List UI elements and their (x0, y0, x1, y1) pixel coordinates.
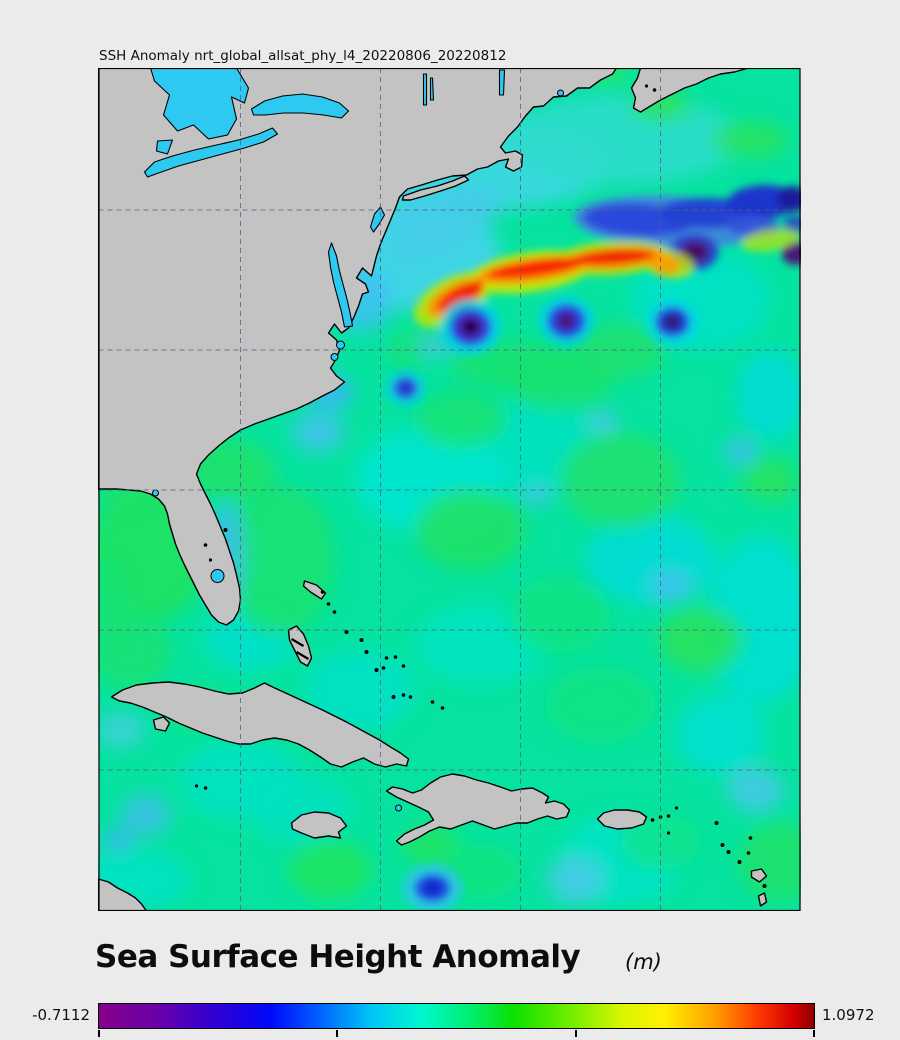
land-cuba (110, 681, 410, 768)
colorbar-tick (813, 1030, 815, 1037)
islet (364, 650, 369, 654)
chesapeake-bay (327, 242, 354, 328)
islet (408, 695, 413, 699)
islet (203, 786, 208, 790)
land-isle-of-youth (152, 716, 171, 732)
islet (650, 818, 655, 822)
lake-ontario (250, 93, 350, 119)
lake-champlain (498, 69, 506, 96)
islet (644, 84, 649, 88)
islet (440, 706, 445, 710)
plot-title: SSH Anomaly nrt_global_allsat_phy_l4_202… (99, 48, 507, 64)
islet (666, 831, 671, 835)
ocean-anomaly-features (385, 184, 801, 911)
islet (720, 843, 725, 847)
islet (326, 602, 331, 606)
land-guadeloupe (750, 868, 768, 883)
islet (737, 860, 742, 864)
land-long-island (401, 175, 470, 201)
islet (223, 528, 228, 532)
islet (374, 668, 379, 672)
islet (746, 851, 751, 855)
finger-lake-2 (429, 77, 435, 101)
islet (203, 543, 208, 547)
graticule (98, 68, 801, 911)
islet (359, 638, 364, 642)
finger-lake-1 (422, 73, 428, 106)
islet (652, 88, 657, 92)
lake-st-clair (155, 139, 174, 155)
land-eleuthera (302, 580, 327, 600)
islet (384, 656, 389, 660)
islet (401, 664, 406, 668)
islet (332, 610, 337, 614)
colorbar-tick (574, 1030, 577, 1037)
colorbar-max-label: 1.0972 (822, 1006, 875, 1024)
islet (391, 695, 396, 699)
colorbar-gradient (98, 1003, 815, 1029)
map-border (98, 68, 801, 911)
land-yucatan-corner (98, 878, 148, 911)
land-hispaniola (385, 773, 571, 846)
lake-huron (149, 68, 250, 140)
islet (762, 884, 767, 888)
colorbar-title: Sea Surface Height Anomaly (95, 939, 581, 975)
colorbar-units: (m) (625, 950, 662, 974)
islet (726, 850, 731, 854)
land-dominica (757, 892, 768, 907)
islet (344, 630, 349, 634)
map-svg (98, 68, 801, 911)
land-puerto-rico (596, 809, 648, 830)
lakes-layer (143, 68, 564, 812)
islet (666, 814, 671, 818)
lake-erie (143, 127, 279, 178)
islet (430, 700, 435, 704)
islet (393, 655, 398, 659)
islet (714, 821, 719, 825)
islet (401, 693, 406, 697)
land-mainland-north-america (98, 68, 618, 626)
islet (320, 590, 325, 594)
islet (748, 836, 753, 840)
islet (208, 558, 213, 562)
colorbar-tick (98, 1030, 100, 1037)
islet (674, 806, 679, 810)
islet (381, 666, 386, 670)
land-jamaica (290, 811, 348, 839)
colorbar-min-label: -0.7112 (32, 1006, 90, 1024)
islet (194, 784, 199, 788)
colorbar-tick (336, 1030, 339, 1037)
